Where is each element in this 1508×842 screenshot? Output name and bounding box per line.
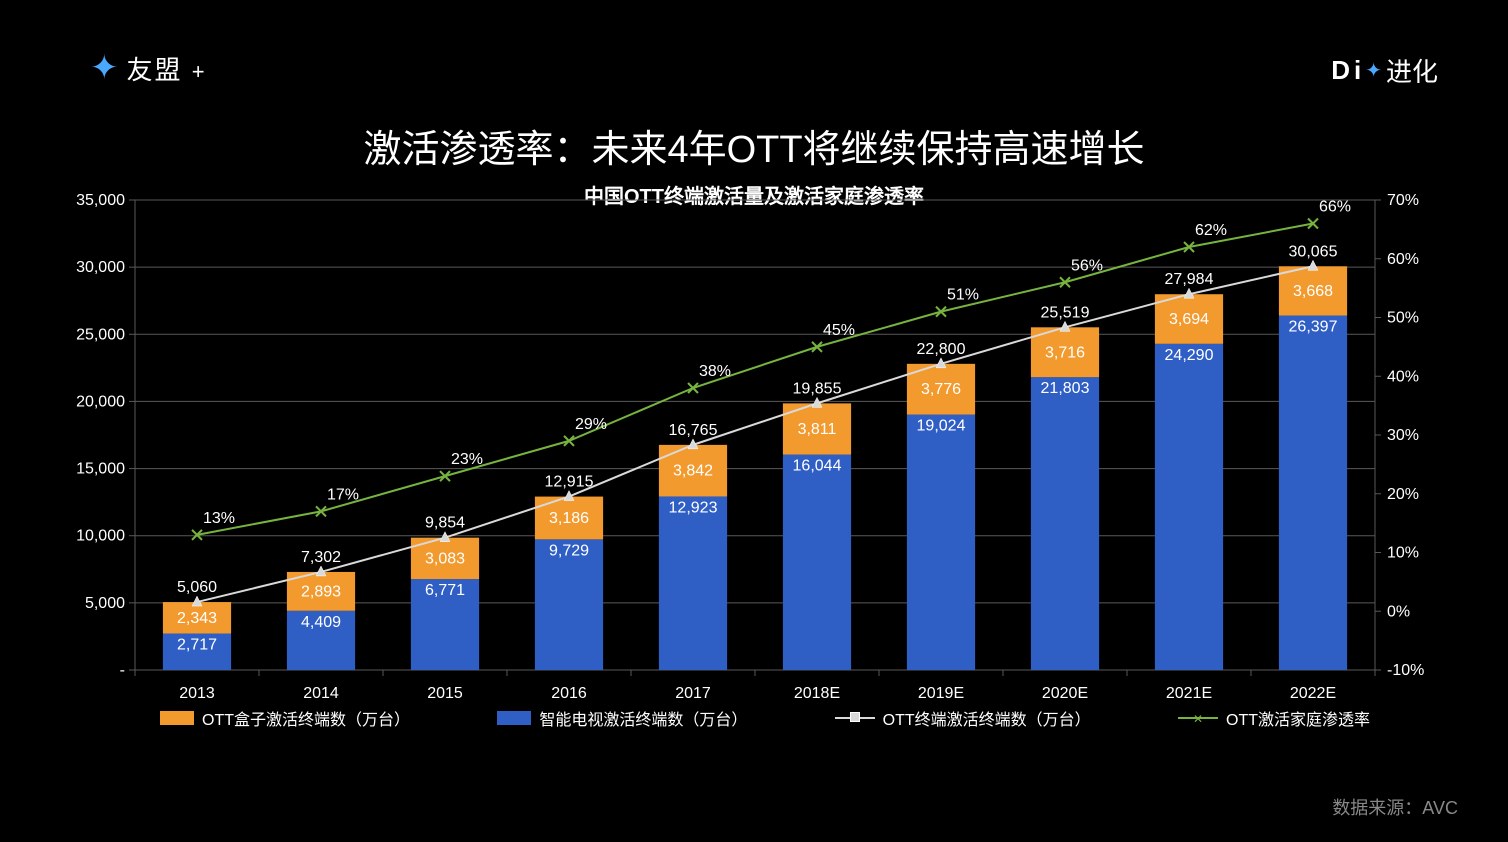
svg-text:19,855: 19,855: [793, 380, 842, 397]
svg-text:4,409: 4,409: [301, 614, 341, 631]
svg-text:-: -: [120, 662, 125, 679]
svg-text:3,842: 3,842: [673, 463, 713, 480]
svg-text:56%: 56%: [1071, 257, 1103, 274]
svg-text:-10%: -10%: [1387, 662, 1424, 679]
svg-text:3,811: 3,811: [798, 421, 837, 438]
svg-text:3,716: 3,716: [1045, 344, 1085, 361]
svg-text:26,397: 26,397: [1289, 319, 1338, 336]
svg-text:2,343: 2,343: [177, 610, 217, 627]
legend-item-tv: 智能电视激活终端数（万台）: [497, 706, 747, 730]
svg-text:3,083: 3,083: [425, 550, 465, 567]
svg-text:40%: 40%: [1387, 368, 1419, 385]
svg-text:66%: 66%: [1319, 199, 1351, 216]
svg-text:3,186: 3,186: [549, 510, 589, 527]
svg-text:29%: 29%: [575, 416, 607, 433]
svg-text:2016: 2016: [551, 685, 587, 702]
svg-text:7,302: 7,302: [301, 549, 341, 566]
svg-text:3,668: 3,668: [1293, 283, 1333, 300]
svg-text:24,290: 24,290: [1165, 347, 1214, 364]
svg-text:30%: 30%: [1387, 427, 1419, 444]
svg-text:15,000: 15,000: [76, 461, 125, 478]
chart-legend: OTT盒子激活终端数（万台） 智能电视激活终端数（万台） OTT终端激活终端数（…: [160, 706, 1370, 730]
svg-text:3,776: 3,776: [921, 381, 961, 398]
svg-text:30,065: 30,065: [1289, 243, 1338, 260]
svg-text:19,024: 19,024: [917, 418, 966, 435]
svg-text:0%: 0%: [1387, 603, 1410, 620]
svg-text:2022E: 2022E: [1290, 685, 1336, 702]
svg-text:27,984: 27,984: [1165, 271, 1214, 288]
legend-item-total: OTT终端激活终端数（万台）: [835, 706, 1091, 730]
svg-text:6,771: 6,771: [425, 582, 465, 599]
svg-text:3,694: 3,694: [1169, 311, 1209, 328]
svg-text:20,000: 20,000: [76, 393, 125, 410]
svg-text:23%: 23%: [451, 451, 483, 468]
svg-text:30,000: 30,000: [76, 259, 125, 276]
svg-text:5,000: 5,000: [85, 595, 125, 612]
svg-text:22,800: 22,800: [917, 341, 966, 358]
svg-text:17%: 17%: [327, 486, 359, 503]
svg-text:20%: 20%: [1387, 486, 1419, 503]
svg-text:38%: 38%: [699, 363, 731, 380]
svg-text:2,717: 2,717: [177, 637, 217, 654]
svg-text:45%: 45%: [823, 322, 855, 339]
svg-text:2021E: 2021E: [1166, 685, 1212, 702]
svg-text:2018E: 2018E: [794, 685, 840, 702]
svg-text:13%: 13%: [203, 510, 235, 527]
brand-bird-icon: ✦: [90, 48, 119, 88]
svg-text:62%: 62%: [1195, 222, 1227, 239]
svg-text:16,765: 16,765: [669, 422, 718, 439]
data-source-label: 数据来源：AVC: [1332, 794, 1458, 820]
ott-chart: - 5,000 10,000 15,000 20,000 25,000 30,000 35,0…: [65, 180, 1445, 720]
svg-text:10,000: 10,000: [76, 528, 125, 545]
svg-text:16,044: 16,044: [793, 458, 842, 475]
svg-text:25,000: 25,000: [76, 326, 125, 343]
svg-text:9,729: 9,729: [549, 542, 589, 559]
svg-text:35,000: 35,000: [76, 192, 125, 209]
brand-logo-left: ✦ 友盟 +: [90, 48, 207, 88]
svg-text:2020E: 2020E: [1042, 685, 1088, 702]
svg-text:2013: 2013: [179, 685, 215, 702]
svg-text:12,915: 12,915: [545, 474, 594, 491]
svg-text:2014: 2014: [303, 685, 339, 702]
svg-text:50%: 50%: [1387, 310, 1419, 327]
svg-text:51%: 51%: [947, 287, 979, 304]
svg-text:5,060: 5,060: [177, 579, 217, 596]
svg-text:2017: 2017: [675, 685, 711, 702]
legend-item-pct: ✕OTT激活家庭渗透率: [1178, 706, 1370, 730]
legend-item-box: OTT盒子激活终端数（万台）: [160, 706, 410, 730]
svg-text:2,893: 2,893: [301, 583, 341, 600]
svg-text:2019E: 2019E: [918, 685, 964, 702]
slide-title: 激活渗透率：未来4年OTT将继续保持高速增长: [0, 118, 1508, 173]
svg-text:12,923: 12,923: [669, 499, 718, 516]
svg-text:10%: 10%: [1387, 545, 1419, 562]
svg-text:2015: 2015: [427, 685, 463, 702]
svg-text:21,803: 21,803: [1041, 380, 1090, 397]
brand-logo-right: Di✦进化: [1331, 52, 1438, 89]
svg-text:70%: 70%: [1387, 192, 1419, 209]
svg-text:9,854: 9,854: [425, 515, 465, 532]
svg-text:60%: 60%: [1387, 251, 1419, 268]
brand-text: 友盟 +: [127, 50, 207, 87]
svg-text:25,519: 25,519: [1041, 304, 1090, 321]
